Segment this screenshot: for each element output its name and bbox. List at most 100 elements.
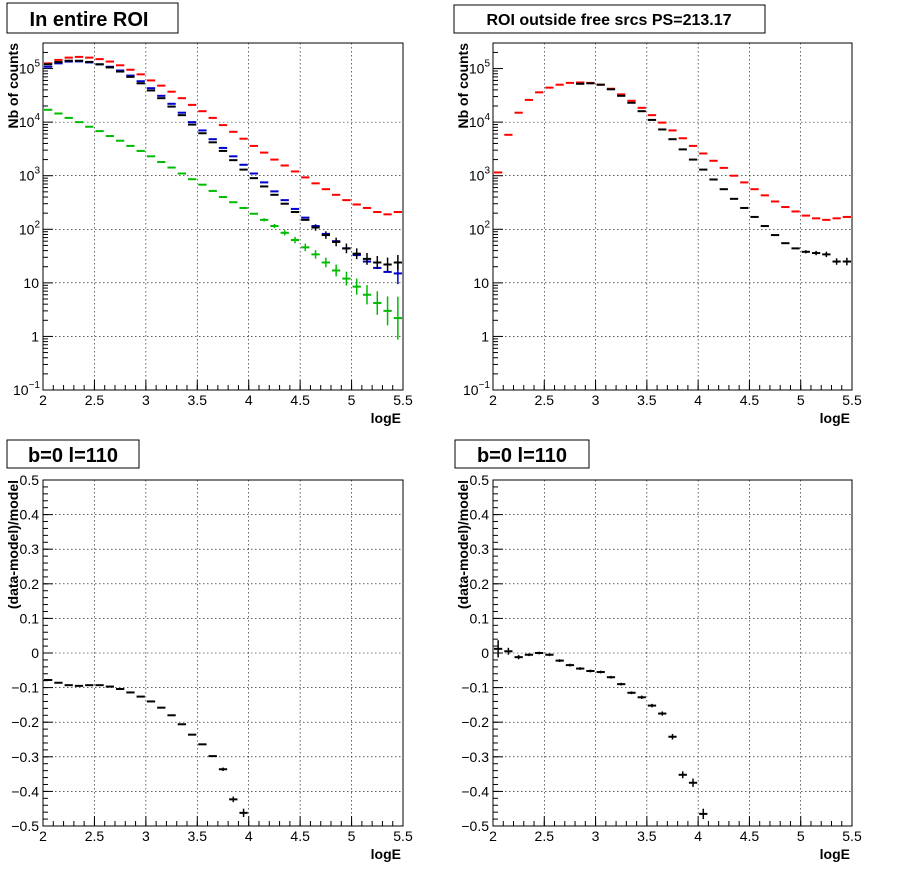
chart-panel-2: 2 2.5 3 3.5 4 4.5 5 5.5 10−1 1 10 102 103 104 105 logE N…	[453, 4, 862, 426]
y-tick-label: 0.5	[470, 472, 490, 488]
x-tick-label: 2	[39, 828, 47, 844]
y-tick-label: −0.2	[11, 714, 39, 730]
x-tick-label: 2	[489, 828, 497, 844]
x-tick-label: 4	[245, 392, 253, 408]
series-red	[44, 55, 402, 216]
x-tick-label: 4	[694, 828, 702, 844]
y-tick-label: −0.4	[11, 783, 39, 799]
y-axis-title: Nb of counts	[5, 43, 21, 129]
x-tick-label: 5.5	[393, 828, 413, 844]
chart-title: b=0 l=110	[477, 445, 567, 467]
x-tick-label: 5.5	[393, 392, 413, 408]
y-tick-label: 0.2	[470, 576, 490, 592]
y-tick-label: 0.5	[20, 472, 40, 488]
series-black	[494, 640, 708, 820]
y-tick-label: 104	[469, 112, 491, 130]
x-tick-label: 3.5	[188, 828, 208, 844]
plot-frame	[42, 479, 404, 827]
x-tick-label: 5	[348, 828, 356, 844]
y-tick-label: 1	[31, 328, 39, 344]
series-black	[44, 678, 248, 818]
x-tick-label: 5	[348, 392, 356, 408]
y-tick-label: 0.3	[470, 541, 490, 557]
y-axis-title: (data-model)/model	[455, 480, 471, 609]
chart-title: b=0 l=110	[28, 445, 118, 467]
chart-title: In entire ROI	[30, 9, 149, 31]
y-tick-label: −0.5	[11, 818, 39, 834]
series-black	[44, 59, 402, 272]
chart-panel-1: 2 2.5 3 3.5 4 4.5 5 5.5 10−1 1 10 102 103 104 105 logE N…	[5, 2, 413, 426]
y-tick-label: 105	[469, 59, 491, 77]
chart-panel-3: 2 2.5 3 3.5 4 4.5 5 5.5 −0.5 −0.4 −0.3 −0.2 −0.1 0 0.1…	[5, 439, 413, 862]
x-tick-label: 3	[592, 392, 600, 408]
title-box	[6, 439, 140, 469]
y-tick-label: 104	[19, 112, 41, 130]
series-red	[494, 81, 851, 221]
x-tick-label: 2.5	[535, 828, 555, 844]
x-tick-label: 2	[489, 392, 497, 408]
x-axis-title: logE	[820, 846, 850, 862]
x-tick-label: 3	[142, 828, 150, 844]
y-tick-label: 0.1	[470, 610, 490, 626]
y-tick-label: −0.5	[461, 818, 489, 834]
title-box	[6, 2, 179, 34]
series-black	[576, 82, 851, 266]
x-tick-label: 5.5	[842, 828, 862, 844]
x-tick-label: 3.5	[637, 392, 657, 408]
y-tick-label: 1	[481, 328, 489, 344]
y-tick-label: 0.4	[20, 507, 40, 523]
y-tick-label: 102	[469, 219, 491, 237]
chart-title: ROI outside free srcs PS=213.17	[486, 12, 731, 29]
x-tick-label: 5.5	[842, 392, 862, 408]
series-green	[44, 108, 402, 340]
x-tick-label: 4.5	[290, 392, 310, 408]
x-tick-label: 4.5	[290, 828, 310, 844]
x-tick-label: 5	[797, 828, 805, 844]
x-tick-label: 5	[797, 392, 805, 408]
y-tick-label: −0.4	[461, 783, 489, 799]
x-axis-title: logE	[371, 410, 401, 426]
x-tick-label: 2.5	[85, 828, 105, 844]
plot-frame	[492, 479, 853, 827]
y-tick-label: 10−1	[463, 380, 490, 398]
title-box	[453, 4, 766, 34]
x-tick-label: 2	[39, 392, 47, 408]
plot-frame	[492, 42, 853, 391]
title-box	[454, 439, 590, 469]
y-tick-label: −0.3	[11, 749, 39, 765]
y-tick-label: 103	[19, 166, 41, 184]
x-tick-label: 2.5	[535, 392, 555, 408]
y-tick-label: 0.1	[20, 610, 40, 626]
y-tick-label: −0.1	[461, 680, 489, 696]
y-tick-label: 0.2	[20, 576, 40, 592]
y-tick-label: 0.3	[20, 541, 40, 557]
x-tick-label: 3	[142, 392, 150, 408]
x-axis-title: logE	[820, 410, 850, 426]
y-tick-label: 0	[31, 645, 39, 661]
x-tick-label: 4.5	[740, 392, 760, 408]
y-tick-label: 0	[481, 645, 489, 661]
y-axis-title: (data-model)/model	[5, 480, 21, 609]
y-tick-label: 105	[19, 59, 41, 77]
chart-panel-4: 2 2.5 3 3.5 4 4.5 5 5.5 −0.5 −0.4 −0.3 −0.2 −0.1 0 0.1…	[454, 439, 862, 862]
y-axis-title: Nb of counts	[455, 43, 471, 129]
y-tick-label: −0.2	[461, 714, 489, 730]
x-tick-label: 2.5	[85, 392, 105, 408]
y-tick-label: 103	[469, 166, 491, 184]
series-blue	[44, 60, 402, 285]
y-tick-label: 10	[473, 275, 489, 291]
y-tick-label: 102	[19, 219, 41, 237]
x-tick-label: 4	[245, 828, 253, 844]
plot-frame	[42, 42, 404, 391]
x-tick-label: 4.5	[740, 828, 760, 844]
y-tick-label: 10	[23, 275, 39, 291]
y-tick-label: 10−1	[13, 380, 40, 398]
y-tick-label: −0.1	[11, 680, 39, 696]
y-tick-label: −0.3	[461, 749, 489, 765]
x-axis-title: logE	[371, 846, 401, 862]
x-tick-label: 3.5	[637, 828, 657, 844]
x-tick-label: 3	[592, 828, 600, 844]
x-tick-label: 4	[694, 392, 702, 408]
x-tick-label: 3.5	[188, 392, 208, 408]
